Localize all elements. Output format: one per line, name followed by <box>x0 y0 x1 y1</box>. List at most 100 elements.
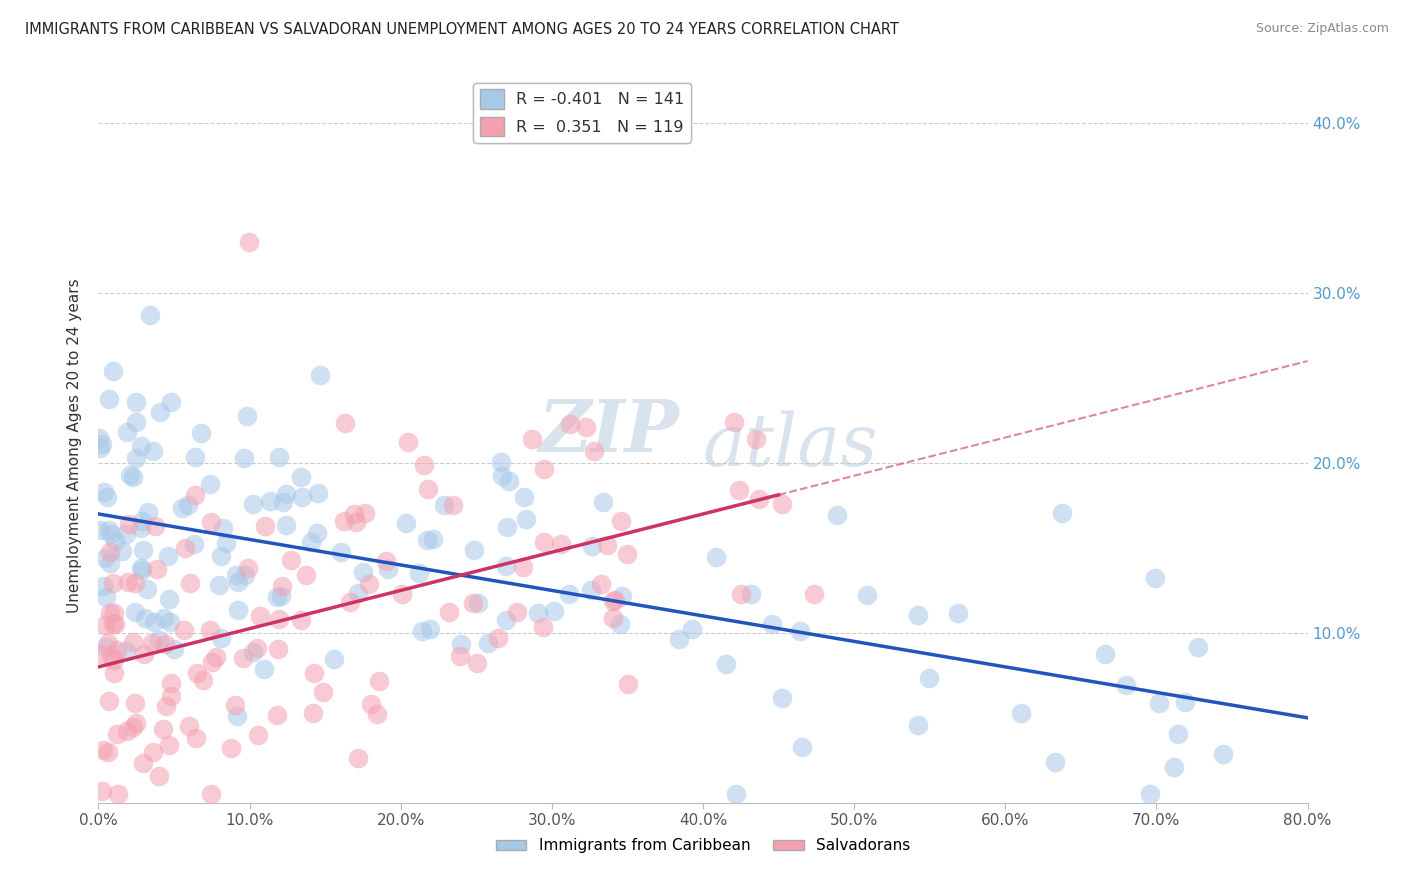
Point <box>367 674 389 689</box>
Point <box>312 685 335 699</box>
Point <box>200 787 222 801</box>
Point <box>730 587 752 601</box>
Point <box>98 556 121 570</box>
Point <box>91 743 114 757</box>
Point <box>198 623 221 637</box>
Point <box>333 417 356 431</box>
Point <box>280 552 302 566</box>
Point <box>120 468 142 483</box>
Point <box>124 576 146 591</box>
Point <box>124 605 146 619</box>
Point <box>155 637 177 651</box>
Point <box>360 697 382 711</box>
Point <box>266 590 288 604</box>
Point <box>602 610 624 624</box>
Point <box>125 715 148 730</box>
Point <box>101 617 124 632</box>
Point <box>907 718 929 732</box>
Point <box>208 578 231 592</box>
Point <box>157 592 180 607</box>
Point <box>1187 640 1209 655</box>
Point <box>408 566 430 580</box>
Point <box>98 545 121 559</box>
Point <box>226 575 249 590</box>
Point <box>714 657 737 672</box>
Point <box>770 690 793 705</box>
Point <box>1139 787 1161 801</box>
Point <box>101 575 124 590</box>
Point <box>124 395 146 409</box>
Point <box>215 536 238 550</box>
Point <box>531 620 554 634</box>
Point <box>236 560 259 574</box>
Point <box>290 613 312 627</box>
Point <box>344 516 367 530</box>
Text: atlas: atlas <box>703 410 879 482</box>
Point <box>98 606 121 620</box>
Point <box>946 607 969 621</box>
Point <box>581 539 603 553</box>
Point <box>252 662 274 676</box>
Point <box>100 526 122 541</box>
Point <box>1167 727 1189 741</box>
Point <box>681 622 703 636</box>
Point <box>295 568 318 582</box>
Point <box>224 698 246 712</box>
Point <box>352 565 374 579</box>
Point <box>131 514 153 528</box>
Point <box>179 576 201 591</box>
Point <box>416 482 439 496</box>
Point <box>170 501 193 516</box>
Point <box>233 451 256 466</box>
Point <box>723 415 745 429</box>
Point <box>347 586 370 600</box>
Y-axis label: Unemployment Among Ages 20 to 24 years: Unemployment Among Ages 20 to 24 years <box>67 278 83 614</box>
Point <box>467 596 489 610</box>
Point <box>221 741 243 756</box>
Point <box>391 587 413 601</box>
Point <box>463 543 485 558</box>
Point <box>91 784 114 798</box>
Point <box>117 425 139 440</box>
Point <box>200 515 222 529</box>
Point <box>307 486 329 500</box>
Point <box>495 558 517 573</box>
Point <box>186 665 208 680</box>
Point <box>1094 647 1116 661</box>
Point <box>91 437 114 451</box>
Point <box>177 498 200 512</box>
Point <box>354 506 377 520</box>
Point <box>205 650 228 665</box>
Point <box>247 728 270 742</box>
Point <box>856 588 879 602</box>
Point <box>728 483 751 497</box>
Point <box>173 623 195 637</box>
Point <box>142 443 165 458</box>
Point <box>302 665 325 680</box>
Point <box>437 605 460 619</box>
Point <box>610 589 633 603</box>
Point <box>266 707 288 722</box>
Point <box>486 631 509 645</box>
Point <box>575 419 598 434</box>
Point <box>291 490 314 504</box>
Point <box>152 722 174 736</box>
Point <box>238 235 260 249</box>
Point <box>301 706 323 720</box>
Point <box>198 476 221 491</box>
Point <box>143 518 166 533</box>
Point <box>290 470 312 484</box>
Point <box>605 593 627 607</box>
Point <box>225 567 247 582</box>
Point <box>792 739 814 754</box>
Point <box>131 756 153 770</box>
Point <box>129 521 152 535</box>
Point <box>98 694 121 708</box>
Point <box>396 434 419 449</box>
Point <box>550 537 572 551</box>
Point <box>94 551 117 566</box>
Point <box>94 640 117 655</box>
Point <box>125 415 148 429</box>
Point <box>533 534 555 549</box>
Point <box>413 458 436 473</box>
